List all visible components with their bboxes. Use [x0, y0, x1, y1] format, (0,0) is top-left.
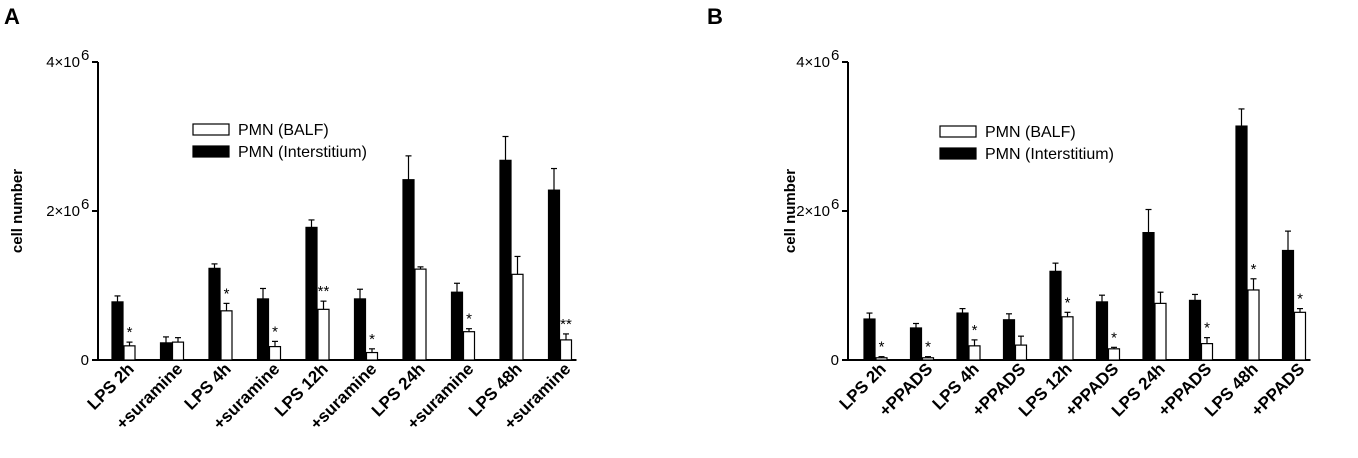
bar-interstitium [1049, 270, 1062, 361]
bar-interstitium [450, 291, 464, 361]
bar-balf [875, 357, 888, 361]
y-tick-exponent: 6 [81, 47, 89, 64]
y-tick-label: 0 [831, 352, 839, 369]
significance-mark: ** [318, 283, 330, 300]
bar-balf [462, 331, 476, 361]
significance-mark: ** [560, 316, 572, 333]
significance-mark: * [1111, 329, 1117, 346]
bar-interstitium [353, 298, 367, 361]
bar-interstitium [547, 189, 561, 361]
bar-interstitium [1235, 125, 1248, 361]
bar-interstitium [1281, 249, 1295, 361]
bar-interstitium [863, 318, 876, 361]
legend-label: PMN (BALF) [985, 124, 1076, 141]
y-tick-label: 2×10 [46, 203, 80, 220]
y-tick-label: 2×10 [796, 203, 830, 220]
bar-balf [268, 345, 282, 361]
bar-interstitium [956, 312, 969, 361]
significance-mark: * [1065, 294, 1071, 311]
legend-label: PMN (BALF) [238, 122, 329, 139]
bar-balf [1293, 311, 1307, 361]
bar-interstitium [1095, 301, 1109, 361]
bar-interstitium [159, 342, 173, 361]
significance-mark: * [127, 324, 133, 341]
y-axis-label: cell number [9, 169, 26, 253]
bar-balf [123, 345, 136, 361]
legend-swatch [939, 147, 977, 160]
bar-balf [511, 273, 524, 361]
significance-mark: * [1204, 320, 1210, 337]
bar-interstitium [909, 327, 923, 361]
panel-letter: A [4, 4, 20, 29]
y-tick-label: 0 [81, 352, 89, 369]
bar-interstitium [208, 267, 221, 361]
bar-balf [1014, 344, 1028, 361]
significance-mark: * [224, 285, 230, 302]
bar-balf [220, 310, 233, 361]
bar-interstitium [402, 179, 415, 361]
bar-interstitium [1002, 319, 1016, 361]
bar-balf [1200, 343, 1214, 361]
legend-swatch [939, 125, 977, 138]
bar-balf [1247, 289, 1260, 361]
significance-mark: * [925, 339, 931, 356]
bar-interstitium [1188, 299, 1202, 361]
bar-balf [559, 339, 573, 361]
bar-interstitium [499, 159, 512, 361]
y-axis-label: cell number [782, 169, 799, 253]
significance-mark: * [1297, 291, 1303, 308]
bar-balf [317, 308, 330, 361]
panel-letter: B [707, 4, 723, 29]
significance-mark: * [272, 323, 278, 340]
bar-balf [1154, 302, 1167, 361]
bar-balf [1107, 348, 1121, 361]
bar-balf [171, 341, 185, 361]
significance-mark: * [879, 339, 885, 356]
bar-balf [1061, 316, 1074, 361]
significance-mark: * [369, 331, 375, 348]
y-tick-label: 4×10 [46, 54, 80, 71]
legend-swatch [192, 123, 230, 136]
legend-label: PMN (Interstitium) [985, 146, 1114, 163]
bar-interstitium [305, 226, 318, 361]
legend-label: PMN (Interstitium) [238, 144, 367, 161]
bar-balf [414, 268, 427, 361]
significance-mark: * [972, 322, 978, 339]
y-tick-exponent: 6 [81, 196, 89, 213]
significance-mark: * [466, 311, 472, 328]
y-tick-exponent: 6 [831, 196, 839, 213]
significance-mark: * [1251, 261, 1257, 278]
bar-interstitium [111, 301, 124, 361]
legend-swatch [192, 145, 230, 158]
y-tick-label: 4×10 [796, 54, 830, 71]
bar-interstitium [1142, 232, 1155, 361]
bar-balf [365, 351, 379, 361]
bar-balf [921, 357, 935, 361]
y-tick-exponent: 6 [831, 47, 839, 64]
bar-interstitium [256, 298, 270, 361]
bar-balf [968, 345, 981, 361]
